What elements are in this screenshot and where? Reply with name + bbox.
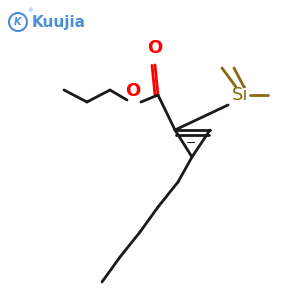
- Text: O: O: [147, 39, 163, 57]
- Text: −: −: [186, 136, 196, 149]
- Text: K: K: [14, 17, 22, 27]
- Text: Si: Si: [232, 86, 248, 104]
- Text: Kuujia: Kuujia: [32, 14, 86, 29]
- Text: O: O: [125, 82, 141, 100]
- Text: ®: ®: [28, 8, 33, 13]
